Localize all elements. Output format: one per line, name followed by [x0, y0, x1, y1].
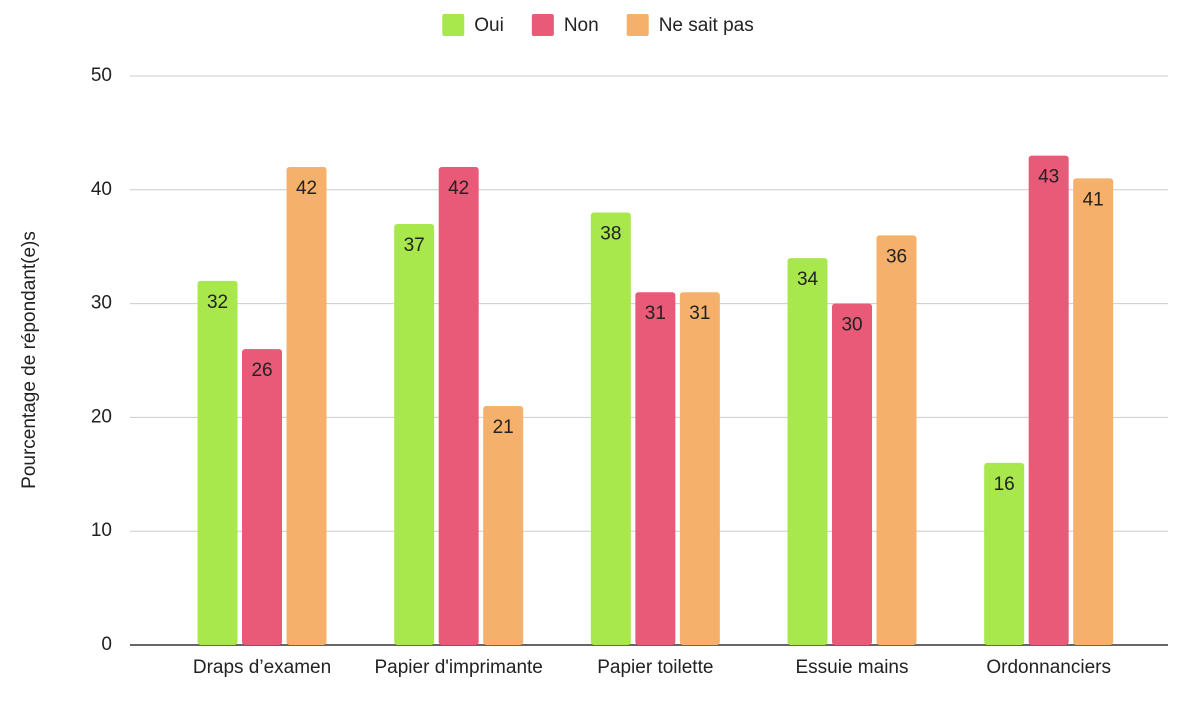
bar [242, 349, 283, 645]
y-tick-label: 0 [101, 634, 112, 655]
legend-swatch [442, 14, 465, 36]
x-tick-label: Papier d'imprimante [374, 657, 543, 678]
x-tick-label: Essuie mains [795, 657, 909, 678]
bar [394, 223, 435, 645]
bar [286, 167, 327, 646]
legend-swatch [531, 14, 554, 36]
legend-swatch [626, 14, 649, 36]
x-tick-label: Papier toilette [597, 657, 714, 678]
x-tick-label: Ordonnanciers [986, 657, 1111, 678]
bar [679, 292, 720, 645]
data-label: 31 [645, 303, 666, 324]
legend-label: Oui [474, 15, 504, 36]
y-tick-label: 50 [91, 65, 112, 86]
bar [1028, 155, 1069, 645]
bar [984, 462, 1025, 645]
data-label: 43 [1038, 167, 1059, 188]
data-label: 16 [994, 474, 1015, 495]
data-label: 37 [404, 235, 425, 256]
legend-label: Non [564, 15, 599, 36]
bar [832, 303, 873, 645]
data-label: 34 [797, 269, 819, 290]
data-label: 42 [448, 178, 469, 199]
y-tick-label: 40 [91, 179, 112, 200]
data-label: 32 [207, 292, 228, 313]
data-label: 41 [1083, 189, 1104, 210]
bar [1073, 178, 1114, 646]
y-tick-label: 20 [91, 406, 112, 427]
y-tick-label: 10 [91, 520, 112, 541]
bar [483, 406, 524, 645]
y-axis-label: Pourcentage de répondant(e)s [19, 231, 40, 489]
data-label: 30 [841, 315, 862, 336]
data-label: 38 [600, 224, 621, 245]
bar [197, 280, 238, 645]
legend-label: Ne sait pas [659, 15, 754, 36]
y-tick-label: 30 [91, 293, 112, 314]
x-tick-label: Draps d’examen [192, 657, 332, 678]
data-label: 31 [689, 303, 710, 324]
bar [787, 258, 828, 645]
data-label: 36 [886, 246, 907, 267]
bar [635, 292, 676, 645]
bar [590, 212, 631, 645]
bar [876, 235, 917, 645]
data-label: 26 [251, 360, 272, 381]
data-label: 42 [296, 178, 317, 199]
bar [438, 167, 479, 646]
data-label: 21 [493, 417, 514, 438]
